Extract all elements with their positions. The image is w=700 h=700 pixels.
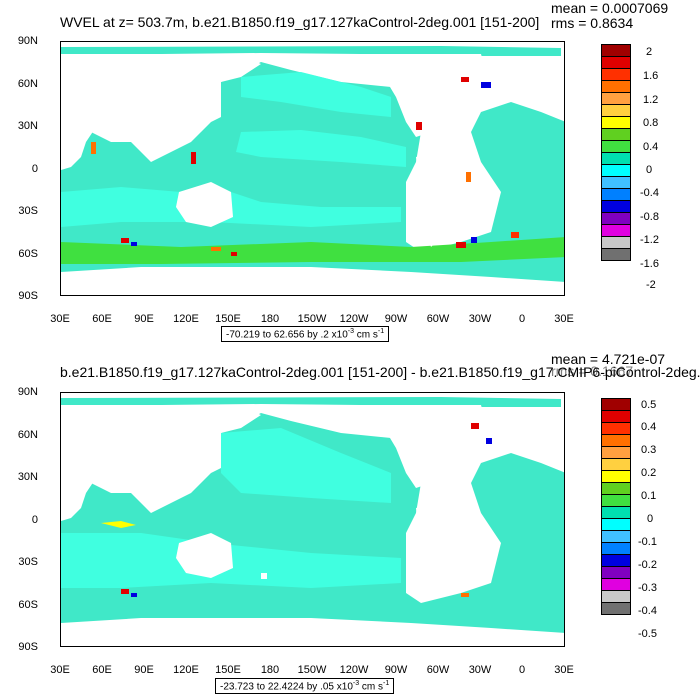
colorbar-label: -0.1 (638, 536, 657, 548)
colorbar-label: 0.1 (641, 490, 657, 502)
lat-label: 0 (31, 163, 38, 175)
lat-label: 60S (18, 248, 38, 260)
contour-range-label: -23.723 to 22.4224 by .05 x10-3 cm s-1 (215, 678, 395, 695)
lon-label: 30E (554, 664, 574, 676)
lon-label: 30E (554, 313, 574, 325)
ocean-field (61, 393, 564, 646)
lon-label: 60E (92, 664, 112, 676)
colorbar-label: 0 (646, 164, 653, 176)
plot-title: b.e21.B1850.f19_g17.127kaControl-2deg.00… (60, 364, 700, 380)
colorbar-label: 1.2 (643, 94, 659, 106)
lon-label: 30W (468, 313, 492, 325)
lat-label: 60N (17, 78, 38, 90)
lon-label: 90W (384, 313, 408, 325)
lon-label: 0 (518, 664, 526, 676)
ocean-field (61, 42, 564, 295)
stats-mean: mean = 4.721e-07 (551, 351, 666, 367)
lat-label: 30S (18, 205, 38, 217)
lon-label: 90W (384, 664, 408, 676)
colorbar-label: -0.3 (638, 582, 657, 594)
lat-label: 90S (18, 290, 38, 302)
map-plot (60, 392, 565, 647)
lon-label: 30E (50, 313, 70, 325)
stats-rms: rms = 0.1667 (551, 363, 634, 379)
lat-label: 30N (17, 471, 38, 483)
colorbar-label: 0.3 (641, 444, 657, 456)
colorbar-label: 0 (647, 513, 654, 525)
stats-mean: mean = 0.0007069 (551, 0, 669, 16)
lon-label: 120E (173, 664, 199, 676)
lon-label: 180 (260, 313, 280, 325)
colorbar-label: 0.5 (641, 399, 657, 411)
lon-label: 180 (260, 664, 280, 676)
lat-label: 30N (17, 120, 38, 132)
colorbar-label: -0.4 (638, 605, 657, 617)
map-plot (60, 41, 565, 296)
colorbar-label: -0.5 (638, 628, 657, 640)
colorbar-label: 0.8 (643, 117, 659, 129)
colorbar-label: -1.2 (640, 234, 659, 246)
colorbar-label: -1.6 (640, 258, 659, 270)
colorbar-label: 2 (646, 46, 653, 58)
colorbar-label: 0.4 (641, 421, 657, 433)
colorbar-label: 0.2 (641, 467, 657, 479)
lat-label: 30S (18, 556, 38, 568)
lon-label: 60W (426, 664, 450, 676)
lon-label: 150W (297, 313, 327, 325)
lat-label: 90N (17, 35, 38, 47)
stats-rms: rms = 0.8634 (551, 15, 634, 31)
lon-label: 60W (426, 313, 450, 325)
contour-range-label: -70.219 to 62.656 by .2 x10-3 cm s-1 (221, 326, 390, 343)
lon-label: 60E (92, 313, 112, 325)
lon-label: 90E (134, 313, 154, 325)
lon-label: 120W (339, 313, 369, 325)
lon-label: 30W (468, 664, 492, 676)
lat-label: 60N (17, 429, 38, 441)
lon-label: 90E (134, 664, 154, 676)
colorbar-label: -2 (646, 279, 656, 291)
lon-label: 150E (215, 664, 241, 676)
colorbar (601, 44, 631, 261)
lon-label: 150W (297, 664, 327, 676)
lon-label: 30E (50, 664, 70, 676)
colorbar-label: -0.4 (640, 187, 659, 199)
lon-label: 150E (215, 313, 241, 325)
panel-bottom: b.e21.B1850.f19_g17.127kaControl-2deg.00… (0, 350, 700, 700)
lat-label: 60S (18, 599, 38, 611)
lat-label: 90N (17, 386, 38, 398)
lon-label: 0 (518, 313, 526, 325)
lon-label: 120E (173, 313, 199, 325)
lat-label: 90S (18, 641, 38, 653)
colorbar-label: 1.6 (643, 70, 659, 82)
colorbar-label: -0.8 (640, 211, 659, 223)
panel-top: WVEL at z= 503.7m, b.e21.B1850.f19_g17.1… (17, 0, 669, 343)
colorbar-label: 0.4 (643, 141, 659, 153)
colorbar (601, 398, 631, 615)
plot-title: WVEL at z= 503.7m, b.e21.B1850.f19_g17.1… (60, 14, 540, 30)
colorbar-label: -0.2 (638, 559, 657, 571)
lat-label: 0 (31, 514, 38, 526)
lon-label: 120W (339, 664, 369, 676)
